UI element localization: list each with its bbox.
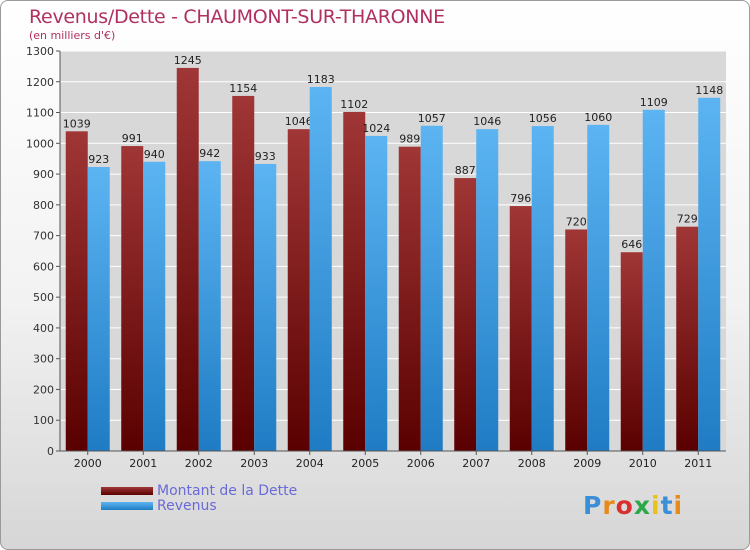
data-label-debt-2002: 1245: [174, 54, 202, 67]
proxiti-logo: Proxiti: [583, 491, 683, 520]
x-tick-label: 2007: [462, 457, 490, 470]
x-tick-label: 2005: [351, 457, 379, 470]
y-tick-label: 700: [33, 230, 54, 243]
data-label-revenus-2000: 923: [88, 153, 109, 166]
data-label-debt-2007: 887: [455, 164, 476, 177]
bar-debt-2008: [509, 206, 532, 451]
bar-revenus-2006: [420, 125, 443, 452]
bar-revenus-2010: [642, 109, 665, 452]
bar-revenus-2009: [587, 124, 610, 451]
logo-letter: P: [583, 491, 603, 520]
x-tick-label: 2011: [684, 457, 712, 470]
logo-letter: t: [660, 491, 674, 520]
data-label-revenus-2009: 1060: [584, 111, 612, 124]
logo-letter: o: [615, 491, 634, 520]
data-label-debt-2008: 796: [510, 192, 531, 205]
data-label-debt-2003: 1154: [229, 82, 257, 95]
y-tick-label: 500: [33, 291, 54, 304]
data-label-debt-2009: 720: [566, 215, 587, 228]
data-label-revenus-2003: 933: [255, 150, 276, 163]
x-tick-label: 2000: [74, 457, 102, 470]
data-label-revenus-2005: 1024: [362, 122, 390, 135]
data-label-revenus-2011: 1148: [695, 84, 723, 97]
y-tick-label: 200: [33, 383, 54, 396]
bar-revenus-2008: [531, 126, 554, 452]
data-label-revenus-2006: 1057: [418, 112, 446, 125]
logo-letter: r: [602, 491, 616, 520]
logo-letter: x: [633, 491, 651, 520]
bar-debt-2003: [232, 95, 255, 451]
x-tick-label: 2001: [129, 457, 157, 470]
bar-debt-2002: [176, 67, 199, 451]
data-label-debt-2000: 1039: [63, 117, 91, 130]
y-tick-label: 600: [33, 260, 54, 273]
data-label-debt-2010: 646: [621, 238, 642, 251]
data-label-debt-2011: 729: [677, 213, 698, 226]
data-label-debt-2006: 989: [399, 133, 420, 146]
y-tick-label: 0: [47, 445, 54, 458]
y-tick-label: 1100: [26, 107, 54, 120]
data-label-revenus-2001: 940: [144, 148, 165, 161]
data-label-revenus-2004: 1183: [307, 73, 335, 86]
bar-revenus-2000: [87, 167, 110, 451]
bar-debt-2000: [65, 131, 88, 452]
bar-revenus-2002: [198, 161, 221, 451]
bar-debt-2006: [398, 146, 421, 451]
y-tick-label: 100: [33, 414, 54, 427]
chart-subtitle: (en milliers d'€): [29, 29, 116, 42]
x-tick-label: 2008: [518, 457, 546, 470]
bar-revenus-2005: [365, 135, 388, 451]
data-label-revenus-2002: 942: [199, 147, 220, 160]
data-label-revenus-2007: 1046: [473, 115, 501, 128]
bar-debt-2011: [676, 226, 699, 451]
bar-debt-2009: [565, 229, 588, 451]
legend-swatch-revenus: [101, 502, 153, 510]
x-tick-label: 2004: [296, 457, 324, 470]
logo-letter: i: [651, 491, 661, 520]
legend-label-debt: Montant de la Dette: [157, 483, 298, 499]
bar-debt-2001: [121, 146, 144, 452]
plot-area: [60, 51, 726, 451]
data-label-debt-2004: 1046: [285, 115, 313, 128]
bar-revenus-2011: [698, 97, 721, 452]
y-tick-label: 1200: [26, 76, 54, 89]
legend-label-revenus: Revenus: [157, 498, 217, 514]
y-tick-label: 1300: [26, 45, 54, 58]
x-tick-label: 2009: [573, 457, 601, 470]
bar-debt-2004: [287, 129, 310, 451]
bar-revenus-2004: [309, 87, 332, 451]
bar-debt-2010: [620, 252, 643, 451]
bar-debt-2005: [343, 111, 366, 451]
data-label-revenus-2008: 1056: [529, 112, 557, 125]
bar-revenus-2003: [254, 163, 277, 451]
x-tick-label: 2006: [407, 457, 435, 470]
data-label-revenus-2010: 1109: [640, 96, 668, 109]
x-tick-label: 2010: [629, 457, 657, 470]
y-tick-label: 300: [33, 353, 54, 366]
logo-letter: i: [673, 491, 684, 520]
data-label-debt-2001: 991: [122, 132, 143, 145]
chart-title: Revenus/Dette - CHAUMONT-SUR-THARONNE: [29, 6, 445, 28]
bar-debt-2007: [454, 178, 477, 452]
x-tick-label: 2003: [240, 457, 268, 470]
bar-revenus-2007: [476, 129, 499, 451]
x-tick-label: 2002: [185, 457, 213, 470]
y-tick-label: 800: [33, 199, 54, 212]
bar-revenus-2001: [143, 161, 166, 451]
y-tick-label: 900: [33, 168, 54, 181]
data-label-debt-2005: 1102: [340, 98, 368, 111]
legend-swatch-debt: [101, 487, 153, 495]
y-tick-label: 1000: [26, 137, 54, 150]
y-tick-label: 400: [33, 322, 54, 335]
